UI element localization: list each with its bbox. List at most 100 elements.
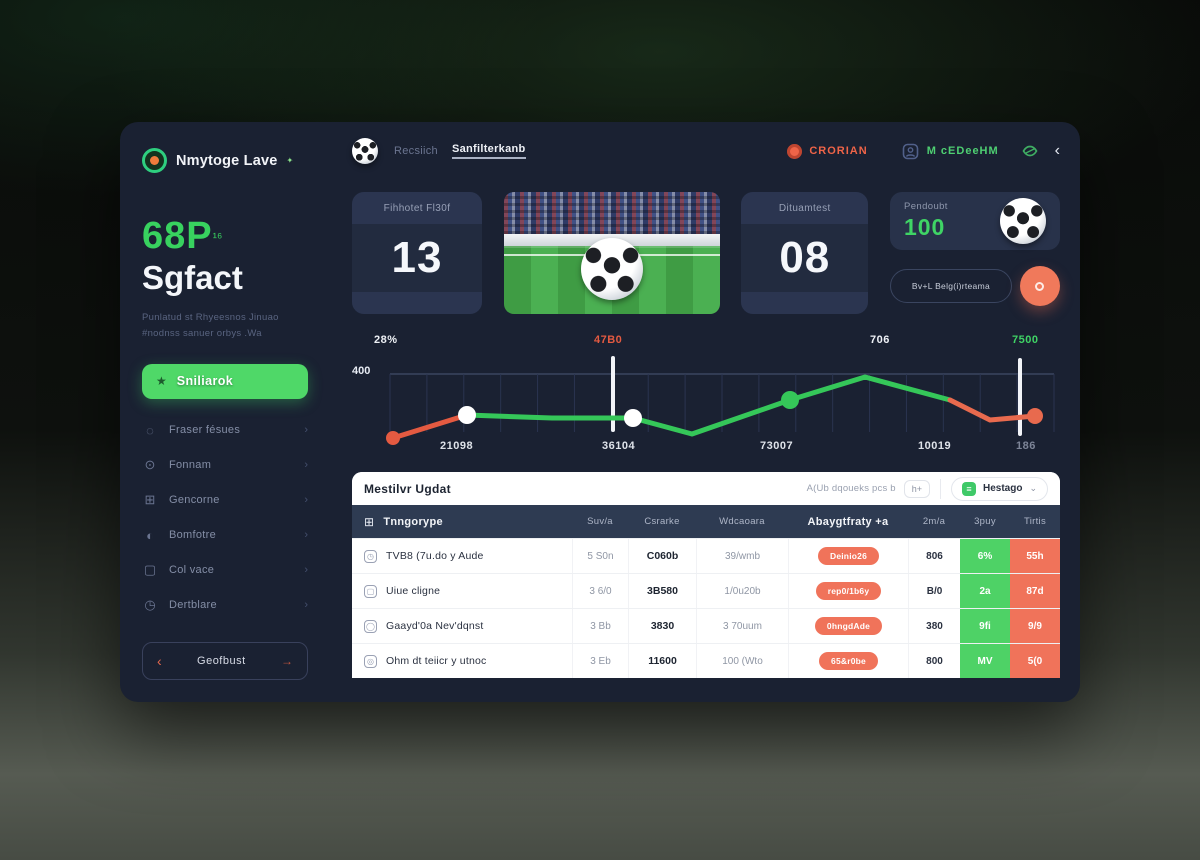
table-row-2[interactable]: ◯ Gaayd'0a Nev'dqnst 3 Bb 3830 3 70uum 0hngdA…	[352, 608, 1060, 643]
breadcrumb-active[interactable]: Sanfilterkanb	[451, 143, 526, 159]
chart-top-label-0: 28%	[374, 334, 398, 346]
row-cell: 3830	[628, 609, 696, 643]
score-card[interactable]: Pendoubt 100	[889, 192, 1060, 250]
row-cell: 800	[908, 644, 960, 678]
row-win-cell: 2a	[960, 574, 1010, 608]
leaf-icon[interactable]	[1021, 143, 1039, 159]
chevron-down-icon: ⌄	[1029, 483, 1037, 493]
stat-label: Dituamtest	[778, 202, 831, 214]
row-name: Gaayd'0a Nev'dqnst	[386, 620, 484, 632]
stat-card-home[interactable]: Fihhotet Fl30f 13	[352, 192, 482, 314]
row-loss-cell: 55h	[1010, 539, 1060, 573]
status-badge[interactable]: Deinio26	[817, 547, 880, 565]
table-row-3[interactable]: ◎ Ohm dt teiicr y utnoc 3 Eb 11600 100 (Wto 6…	[352, 643, 1060, 678]
shortcut-key: h+	[903, 479, 930, 498]
table-body: ◷ TVB8 (7u.do y Aude 5 S0n C060b 39/wmb Deini…	[352, 538, 1060, 678]
footer-button-label: Geofbust	[197, 655, 246, 667]
sidebar-item-label: Col vace	[169, 564, 215, 577]
sidebar-item-label: Sniliarok	[176, 374, 234, 389]
breadcrumb-muted[interactable]: Recsiich	[394, 145, 438, 157]
clock-icon: ◷	[364, 549, 377, 563]
user-badge-label: M cEDeeHM	[926, 145, 999, 157]
live-badge[interactable]: CRORIAN	[787, 143, 868, 159]
row-cell: 11600	[628, 644, 696, 678]
record-icon	[787, 143, 803, 159]
cta-circle-button[interactable]	[1019, 266, 1060, 306]
status-badge[interactable]: 65&r0be	[819, 652, 878, 670]
sidebar-item-2[interactable]: ⊞ Gencorne ›	[142, 483, 308, 518]
collapse-chevron[interactable]: ‹	[1054, 142, 1060, 159]
row-cell: 3 Bb	[572, 609, 628, 643]
topbar: Recsiich Sanfilterkanb CRORIAN M cEDeeHM	[352, 136, 1060, 166]
sidebar-item-1[interactable]: ⊙ Fonnam ›	[142, 448, 308, 483]
user-icon	[902, 143, 919, 159]
score-value: 100	[903, 214, 946, 240]
headline-accent: 68P	[142, 215, 213, 257]
table-row-0[interactable]: ◷ TVB8 (7u.do y Aude 5 S0n C060b 39/wmb Deini…	[352, 538, 1060, 573]
column-header-0: ⊞ Tnngorype	[364, 514, 443, 529]
logo-superscript: ✦	[286, 156, 294, 165]
filter-label: Hestago	[983, 483, 1023, 494]
chart-point-label-4: 186	[1016, 440, 1036, 452]
row-cell: 3B580	[628, 574, 696, 608]
row-name: Uiue cligne	[386, 585, 441, 597]
row-cell: 3 70uum	[696, 609, 788, 643]
status-badge[interactable]: rep0/1b6y	[815, 582, 882, 600]
cta-pill-button[interactable]: Bv+L Belg(i)rteama	[889, 269, 1012, 303]
cta-pill-label: Bv+L Belg(i)rteama	[911, 281, 990, 291]
row-loss-cell: 87d	[1010, 574, 1060, 608]
chevron-right-icon: ›	[304, 494, 308, 507]
stat-card-away[interactable]: Dituamtest 08	[741, 192, 869, 314]
y-axis-tick: 400	[352, 365, 371, 377]
row-cell: 1/0u20b	[696, 574, 788, 608]
chart-point-label-1: 36104	[602, 440, 636, 452]
stats-row: Fihhotet Fl30f 13 Dituamtest 08 Pend	[352, 192, 1060, 314]
user-badge[interactable]: M cEDeeHM	[902, 143, 999, 160]
row-name: TVB8 (7u.do y Aude	[386, 550, 484, 562]
circle-icon: ◯	[364, 619, 377, 633]
stadium-photo[interactable]	[503, 192, 720, 314]
sidebar-item-5[interactable]: ◷ Dertblare ›	[142, 588, 308, 623]
sidebar-item-0[interactable]: ◌ Fraser fésues ›	[142, 413, 308, 448]
chevron-right-icon: ›	[304, 564, 308, 577]
sidebar-footer-button[interactable]: ‹ Geofbust →	[142, 642, 308, 680]
soccer-ball-icon	[352, 138, 378, 164]
row-cell: 5 S0n	[572, 539, 628, 573]
row-name: Ohm dt teiicr y utnoc	[386, 655, 487, 667]
sidebar-item-label: Gencorne	[169, 494, 220, 507]
doc-icon: ▢	[364, 584, 377, 598]
live-badge-label: CRORIAN	[809, 145, 868, 157]
grid-icon: ⊞	[144, 492, 156, 508]
soccer-ball-photo	[580, 238, 643, 300]
chevron-left-icon: ‹	[157, 653, 162, 669]
sidebar-item-active[interactable]: ★ Sniliarok	[142, 363, 308, 399]
filter-button[interactable]: ≡ Hestago ⌄	[951, 476, 1048, 501]
table-title: Mestilvr Ugdat	[364, 481, 451, 496]
table-meta: A(Ub dqoueks pcs b	[806, 483, 896, 494]
table-toolbar: Mestilvr Ugdat A(Ub dqoueks pcs b h+ ≡ H…	[352, 472, 1060, 505]
stat-value: 13	[391, 233, 443, 282]
sidebar-menu: ◌ Fraser fésues › ⊙ Fonnam › ⊞ Gencorne › ◐ Bomfot…	[142, 413, 308, 623]
column-header-3: Wdcaoara	[719, 516, 765, 527]
row-cell: 3 6/0	[572, 574, 628, 608]
chevron-right-icon: ›	[304, 459, 308, 472]
headline-main: Sgfact	[142, 258, 243, 296]
row-loss-cell: 9/9	[1010, 609, 1060, 643]
row-status-cell: rep0/1b6y	[788, 574, 908, 608]
globe-icon: ◐	[146, 527, 154, 543]
chart-top-label-2: 706	[870, 334, 890, 346]
status-badge[interactable]: 0hngdAde	[814, 617, 883, 635]
table-row-1[interactable]: ▢ Uiue cligne 3 6/0 3B580 1/0u20b rep0/1b6y B/…	[352, 573, 1060, 608]
logo-text: Nmytoge Lave	[176, 152, 278, 169]
row-status-cell: Deinio26	[788, 539, 908, 573]
sidebar-item-3[interactable]: ◐ Bomfotre ›	[142, 518, 308, 553]
column-header-2: Csrarke	[644, 516, 680, 527]
chevron-right-icon: ›	[304, 599, 308, 612]
sidebar-item-label: Bomfotre	[169, 529, 217, 542]
column-header-4[interactable]: Abaygtfraty +a	[807, 515, 889, 528]
logo[interactable]: Nmytoge Lave ✦	[142, 148, 308, 173]
chart-point-label-3: 10019	[918, 440, 952, 452]
sidebar-item-4[interactable]: ▢ Col vace ›	[142, 553, 308, 588]
row-cell: C060b	[628, 539, 696, 573]
row-status-cell: 0hngdAde	[788, 609, 908, 643]
